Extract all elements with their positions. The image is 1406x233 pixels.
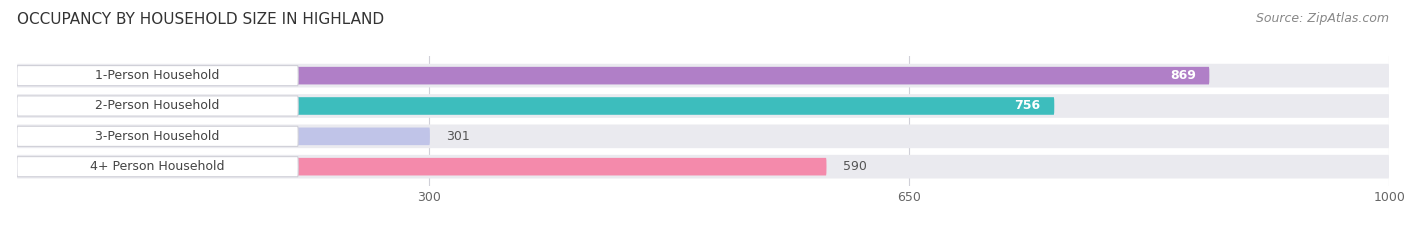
FancyBboxPatch shape [17, 157, 298, 177]
FancyBboxPatch shape [17, 158, 827, 175]
Text: 2-Person Household: 2-Person Household [96, 99, 219, 113]
Text: 3-Person Household: 3-Person Household [96, 130, 219, 143]
FancyBboxPatch shape [17, 127, 430, 145]
Text: 4+ Person Household: 4+ Person Household [90, 160, 225, 173]
FancyBboxPatch shape [17, 67, 1209, 84]
FancyBboxPatch shape [17, 126, 298, 146]
FancyBboxPatch shape [17, 124, 1389, 148]
FancyBboxPatch shape [17, 97, 1054, 115]
Text: 869: 869 [1170, 69, 1195, 82]
Text: 1-Person Household: 1-Person Household [96, 69, 219, 82]
Text: 590: 590 [844, 160, 868, 173]
FancyBboxPatch shape [17, 96, 298, 116]
Text: OCCUPANCY BY HOUSEHOLD SIZE IN HIGHLAND: OCCUPANCY BY HOUSEHOLD SIZE IN HIGHLAND [17, 12, 384, 27]
Text: 756: 756 [1015, 99, 1040, 113]
Text: Source: ZipAtlas.com: Source: ZipAtlas.com [1256, 12, 1389, 25]
FancyBboxPatch shape [17, 155, 1389, 178]
FancyBboxPatch shape [17, 94, 1389, 118]
FancyBboxPatch shape [17, 64, 1389, 87]
Text: 301: 301 [446, 130, 470, 143]
FancyBboxPatch shape [17, 65, 298, 86]
